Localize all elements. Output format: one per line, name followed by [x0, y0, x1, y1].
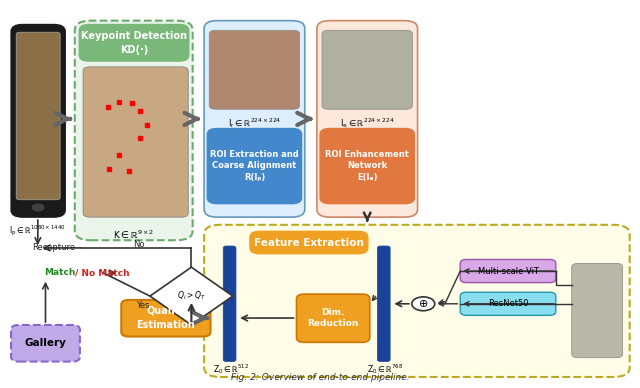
- FancyBboxPatch shape: [16, 32, 60, 200]
- FancyBboxPatch shape: [75, 21, 193, 240]
- Text: Gallery: Gallery: [24, 338, 67, 348]
- Text: / No Match: / No Match: [75, 268, 129, 277]
- FancyBboxPatch shape: [317, 21, 417, 217]
- FancyBboxPatch shape: [11, 325, 80, 362]
- Text: Recapture: Recapture: [32, 243, 76, 253]
- FancyBboxPatch shape: [322, 30, 412, 109]
- FancyBboxPatch shape: [296, 294, 370, 342]
- FancyBboxPatch shape: [207, 128, 301, 204]
- Text: $Q_i > Q_T$: $Q_i > Q_T$: [177, 290, 205, 302]
- Text: $\mathrm{K \in \mathbb{R}^{9 \times 2}}$: $\mathrm{K \in \mathbb{R}^{9 \times 2}}$: [113, 228, 155, 241]
- Text: $\oplus$: $\oplus$: [418, 298, 428, 309]
- Text: Multi-scale ViT: Multi-scale ViT: [477, 267, 538, 275]
- Text: $\mathrm{I_r \in \mathbb{R}^{224 \times 224}}$: $\mathrm{I_r \in \mathbb{R}^{224 \times …: [228, 116, 281, 130]
- Text: Keypoint Detection
KD(·): Keypoint Detection KD(·): [81, 31, 187, 55]
- FancyBboxPatch shape: [250, 231, 368, 254]
- Text: $\mathrm{Z_0 \in \mathbb{R}^{768}}$: $\mathrm{Z_0 \in \mathbb{R}^{768}}$: [367, 362, 403, 376]
- Text: ROI Enhancement
Network
E(Iₑ): ROI Enhancement Network E(Iₑ): [325, 150, 409, 182]
- Text: Yes: Yes: [136, 301, 150, 310]
- FancyBboxPatch shape: [79, 24, 189, 61]
- Text: $\mathrm{I_p \in \mathbb{R}^{1080 \times 1440}}$: $\mathrm{I_p \in \mathbb{R}^{1080 \times…: [10, 223, 67, 238]
- FancyBboxPatch shape: [378, 246, 390, 362]
- Text: Quality
Estimation: Quality Estimation: [136, 307, 195, 330]
- Text: Feature Extraction: Feature Extraction: [254, 237, 364, 248]
- Text: ResNet50: ResNet50: [488, 299, 528, 308]
- FancyBboxPatch shape: [204, 21, 305, 217]
- Text: ROI Extraction and
Coarse Alignment
R(Iₚ): ROI Extraction and Coarse Alignment R(Iₚ…: [210, 150, 299, 182]
- FancyBboxPatch shape: [223, 246, 236, 362]
- FancyBboxPatch shape: [460, 260, 556, 282]
- Text: $\mathrm{I_e \in \mathbb{R}^{224 \times 224}}$: $\mathrm{I_e \in \mathbb{R}^{224 \times …: [340, 116, 394, 130]
- FancyBboxPatch shape: [11, 24, 65, 217]
- Circle shape: [33, 204, 44, 211]
- FancyBboxPatch shape: [122, 300, 211, 336]
- Text: Dim.
Reduction: Dim. Reduction: [307, 308, 358, 328]
- Text: Match: Match: [44, 268, 76, 277]
- Polygon shape: [150, 267, 233, 325]
- Text: $\mathrm{Z_0 \in \mathbb{R}^{512}}$: $\mathrm{Z_0 \in \mathbb{R}^{512}}$: [213, 362, 249, 376]
- Text: Fig. 2: Overview of end-to-end pipeline.: Fig. 2: Overview of end-to-end pipeline.: [231, 373, 410, 382]
- FancyBboxPatch shape: [204, 225, 630, 377]
- Text: No: No: [132, 240, 144, 249]
- FancyBboxPatch shape: [572, 263, 623, 358]
- FancyBboxPatch shape: [83, 67, 188, 217]
- FancyBboxPatch shape: [209, 30, 300, 109]
- Circle shape: [412, 297, 435, 311]
- FancyBboxPatch shape: [460, 292, 556, 315]
- FancyBboxPatch shape: [320, 128, 414, 204]
